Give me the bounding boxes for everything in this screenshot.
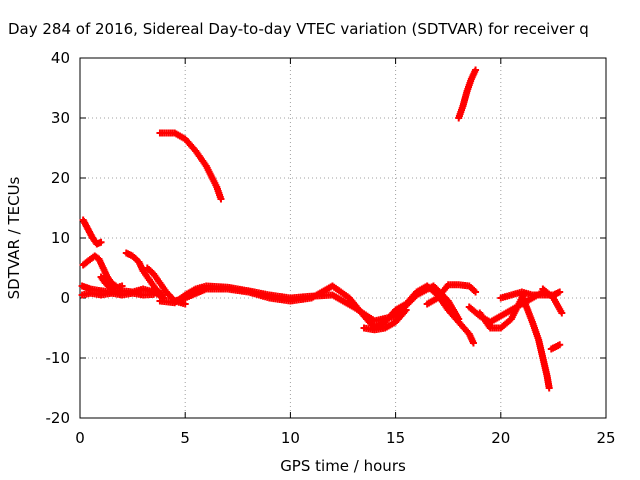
series-arc-10 [360,306,410,334]
data-point [402,306,410,314]
series-arc-2 [79,252,120,290]
x-tick-label: 10 [281,429,300,447]
y-tick-label: 40 [51,49,70,67]
data-points [78,66,566,392]
series-arc-19 [455,66,480,122]
y-tick-label: 0 [60,289,70,307]
data-point [118,282,126,290]
data-point [556,341,564,349]
series-arc-16 [539,285,566,317]
data-point [472,66,480,74]
data-point [217,195,225,203]
grid-lines [80,58,606,418]
x-tick-label: 5 [180,429,190,447]
x-tick-label: 20 [491,429,510,447]
y-tick-label: 10 [51,229,70,247]
series-arc-5 [97,273,126,293]
series-arc-17 [547,341,564,353]
series-arc-14 [497,288,564,302]
y-tick-label: -20 [46,409,71,427]
series-arc-11 [423,281,480,308]
data-point [97,238,105,246]
series-arc-1 [79,216,105,248]
data-point [181,300,189,308]
data-point [469,339,477,347]
x-tick-label: 25 [596,429,615,447]
data-point [556,288,564,296]
y-axis-title: SDTVAR / TECUs [5,176,23,299]
data-point [545,384,553,392]
series-arc-18 [156,129,225,203]
x-tick-labels: 0 5 10 15 20 25 [75,429,615,447]
x-tick-label: 15 [386,429,405,447]
data-point [558,309,566,317]
data-point [150,290,158,298]
x-tick-label: 0 [75,429,85,447]
y-tick-label: -10 [46,349,71,367]
series-arc-15 [518,291,553,392]
plot-area-frame [79,57,607,419]
chart-title: Day 284 of 2016, Sidereal Day-to-day VTE… [8,20,589,38]
y-tick-label: 30 [51,109,70,127]
series-arc-6 [122,249,166,299]
series-arc-4 [78,289,158,299]
axis-ticks [79,57,607,419]
data-point [158,291,166,299]
data-point [472,288,480,296]
series-arc-9 [171,282,477,347]
y-tick-label: 20 [51,169,70,187]
y-tick-labels: -20 -10 0 10 20 30 40 [46,49,71,427]
series-arc-13 [476,294,526,332]
x-axis-title: GPS time / hours [280,457,406,475]
